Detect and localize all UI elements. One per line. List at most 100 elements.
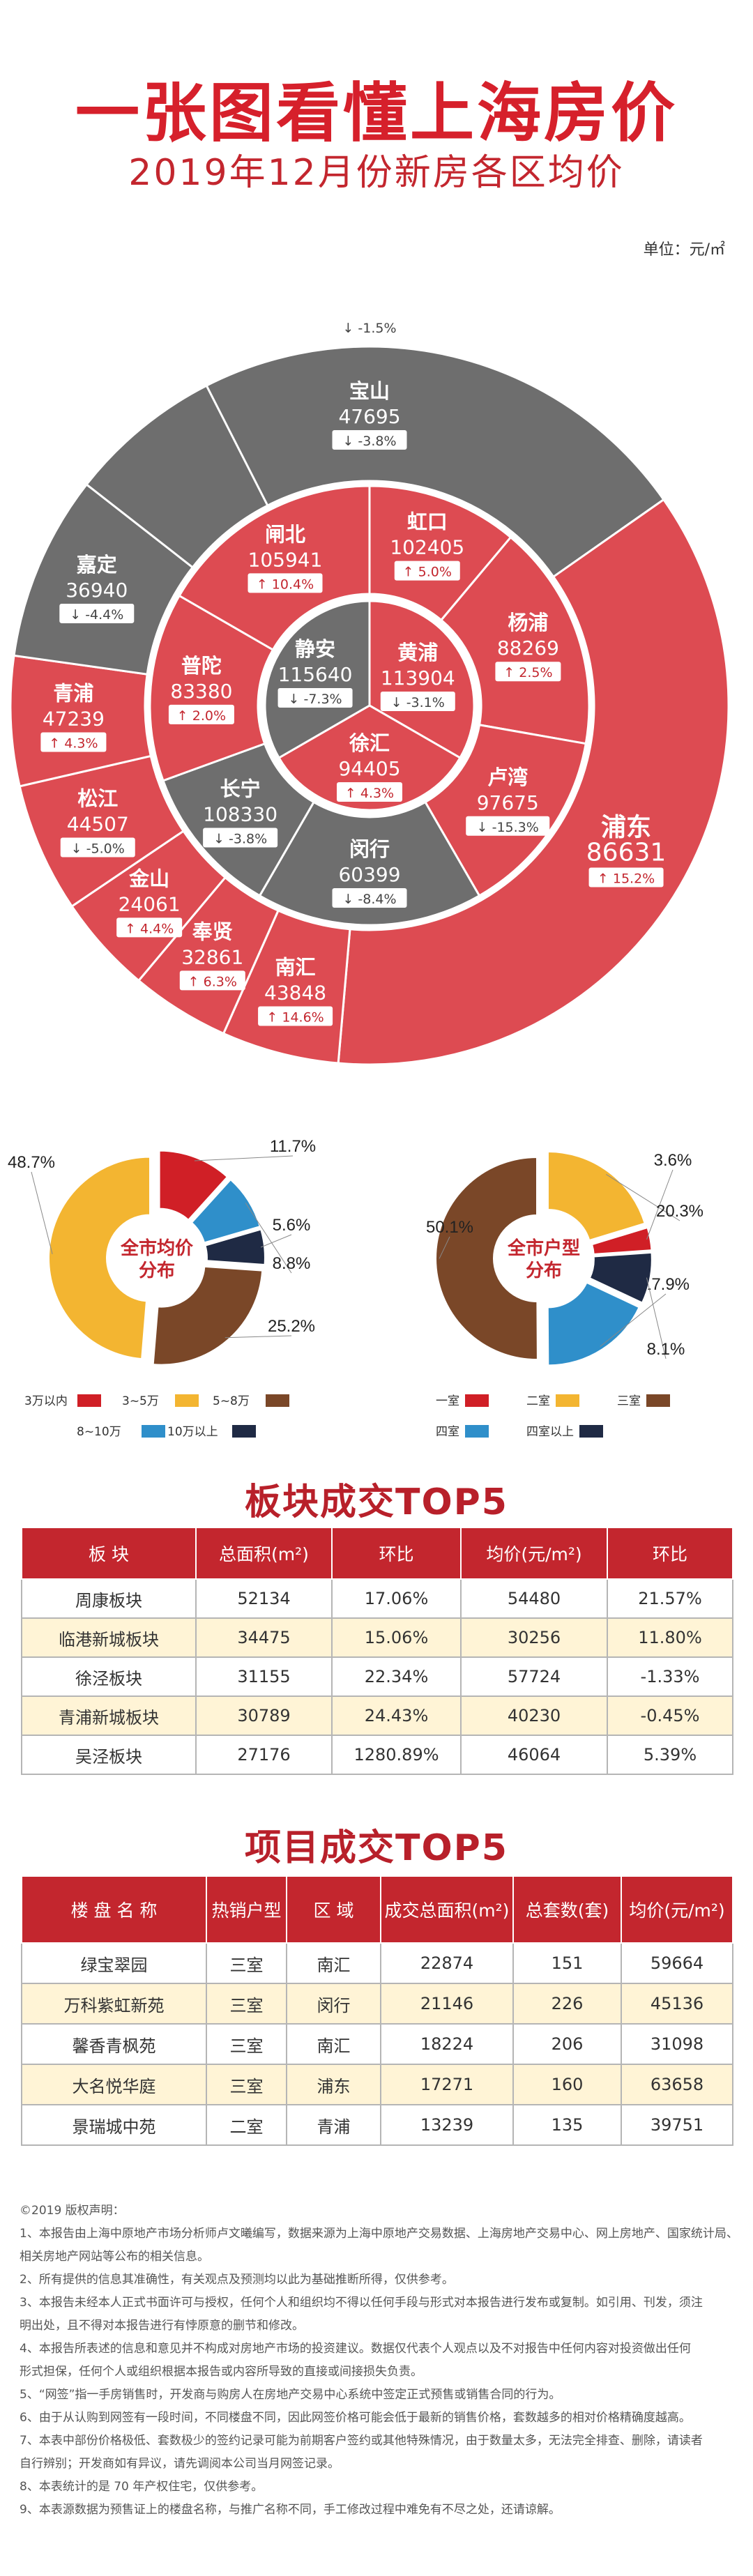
project-top5-table: 楼 盘 名 称 热销户型 区 域 成交总面积(m²) 总套数(套) 均价(元/m… (21, 1875, 733, 2146)
table-cell: 31098 (621, 2023, 733, 2065)
pie-slice (588, 1251, 653, 1304)
pie-slice (547, 1281, 640, 1366)
table-cell: 52134 (195, 1578, 333, 1619)
legend-swatch (465, 1394, 489, 1407)
change-badge (380, 692, 455, 711)
change-value: ↑ 10.4% (257, 577, 314, 592)
change-badge (332, 888, 407, 908)
change-value: ↑ 2.5% (503, 665, 552, 680)
leader-line (646, 1277, 667, 1359)
col-header: 区 域 (286, 1875, 381, 1944)
change-value: ↑ 5.0% (403, 565, 452, 580)
district-name: 黄浦 (397, 641, 438, 664)
table-cell: 浦东 (286, 2064, 381, 2105)
legal-line: 6、由于从认购到网签有一段时间，不同楼盘不同，因此网签价格可能会低于最新的销售价… (20, 2411, 691, 2425)
page-title: 一张图看懂上海房价 (75, 76, 678, 151)
leader-line (225, 1335, 292, 1339)
legend-label: 一室 (436, 1394, 459, 1408)
legal-line: 4、本报告所表述的信息和意见并不构成对房地产市场的投资建议。数据仅代表个人观点以… (20, 2342, 691, 2356)
table-cell: 闵行 (286, 1983, 381, 2025)
legend-swatch (465, 1425, 489, 1438)
district-segment (149, 594, 275, 782)
leader-line (245, 1203, 292, 1274)
col-header: 均价(元/m²) (460, 1527, 608, 1580)
district-name: 南汇 (275, 955, 316, 979)
district-segment (264, 600, 371, 760)
district-price: 105941 (248, 548, 323, 571)
table-cell: 17.06% (331, 1578, 462, 1619)
change-badge (394, 561, 460, 581)
table-cell: 22874 (380, 1942, 514, 1984)
change-value: ↓ -1.5% (342, 321, 396, 336)
table-cell: 54480 (460, 1578, 608, 1619)
district-price: 115640 (278, 663, 353, 686)
table-cell: -1.33% (607, 1656, 733, 1697)
change-value: ↑ 14.6% (266, 1009, 324, 1025)
change-badge (277, 688, 353, 708)
pie-center-title: 分布 (139, 1260, 175, 1281)
legal-line: 明出处，且不得对本报告进行有悖原意的删节和修改。 (20, 2319, 304, 2333)
legend-swatch (646, 1394, 670, 1407)
table-cell: 30789 (195, 1695, 333, 1736)
pie-center-title: 全市户型 (507, 1237, 580, 1259)
change-badge (203, 828, 278, 848)
table-row: 青浦新城板块 30789 24.43% 40230 -0.45% (21, 1695, 733, 1736)
table-cell: 39751 (621, 2104, 733, 2146)
legal-line: 1、本报告由上海中原地产市场分析师卢文曦编写，数据来源为上海中原地产交易数据、上… (20, 2227, 738, 2241)
district-price: 47695 (338, 405, 400, 428)
copyright-notice: ©2019 版权声明： 1、本报告由上海中原地产市场分析师卢文曦编写，数据来源为… (20, 2200, 738, 2522)
table-cell: 63658 (621, 2064, 733, 2105)
block-table-title: 板块成交TOP5 (245, 1481, 508, 1523)
table-cell: 57724 (460, 1656, 608, 1697)
table-cell: 1280.89% (331, 1735, 462, 1775)
change-badge (168, 704, 234, 724)
table-cell: 59664 (621, 1942, 733, 1984)
legal-line: 自行辨别；开发商如有异议，请先调阅本公司当月网签记录。 (20, 2457, 340, 2471)
legal-line: 3、本报告未经本人正式书面许可与授权，任何个人和组织均不得以任何手段与形式对本报… (20, 2296, 703, 2310)
pie-center-title: 分布 (526, 1260, 562, 1281)
change-badge (248, 573, 323, 593)
pie-percent: 20.3% (656, 1202, 703, 1221)
table-cell: 三室 (206, 2023, 287, 2065)
district-segment (277, 704, 462, 811)
legend-label: 三室 (617, 1394, 641, 1408)
change-badge (60, 837, 135, 858)
table-cell: 206 (512, 2023, 622, 2065)
table-cell: 160 (512, 2064, 622, 2105)
district-name: 松江 (77, 786, 118, 810)
col-header: 总套数(套) (512, 1875, 622, 1944)
table-cell: 南汇 (286, 1942, 381, 1984)
legend-label: 二室 (526, 1394, 550, 1408)
change-value: ↓ -7.3% (289, 692, 342, 707)
district-price: 102405 (390, 536, 464, 559)
district-price: 24061 (119, 892, 181, 915)
legend-swatch (232, 1425, 256, 1438)
table-cell: 21.57% (607, 1578, 733, 1619)
pie-slice (47, 1156, 151, 1360)
change-value: ↓ -3.1% (391, 695, 445, 710)
table-cell: 周康板块 (21, 1578, 197, 1619)
district-price: 60399 (338, 863, 400, 886)
pie-percent: 48.7% (8, 1153, 55, 1172)
change-value: ↓ -3.8% (213, 832, 267, 847)
table-cell: 135 (512, 2104, 622, 2146)
pie-slice (204, 1228, 266, 1266)
donut-hole (114, 1215, 200, 1302)
legal-line: ©2019 版权声明： (20, 2204, 125, 2218)
table-cell: 27176 (195, 1735, 333, 1775)
district-name: 浦东 (601, 814, 651, 842)
project-table-title: 项目成交TOP5 (245, 1827, 508, 1869)
change-value: ↓ -3.8% (342, 434, 396, 449)
table-cell: 青浦 (286, 2104, 381, 2146)
table-cell: 三室 (206, 1942, 287, 1984)
table-cell: 13239 (380, 2104, 514, 2146)
district-name: 崇明 (349, 266, 390, 290)
legal-line: 9、本表源数据为预售证上的楼盘名称，与推广名称不同，手工修改过程中难免有不尽之处… (20, 2503, 561, 2517)
table-cell: 45136 (621, 1983, 733, 2025)
district-name: 卢湾 (487, 765, 528, 789)
district-price: 94405 (338, 757, 400, 780)
district-name: 普陀 (181, 654, 222, 678)
table-cell: 17271 (380, 2064, 514, 2105)
legend-label: 10万以上 (167, 1425, 218, 1439)
table-row: 临港新城板块 34475 15.06% 30256 11.80% (21, 1617, 733, 1658)
